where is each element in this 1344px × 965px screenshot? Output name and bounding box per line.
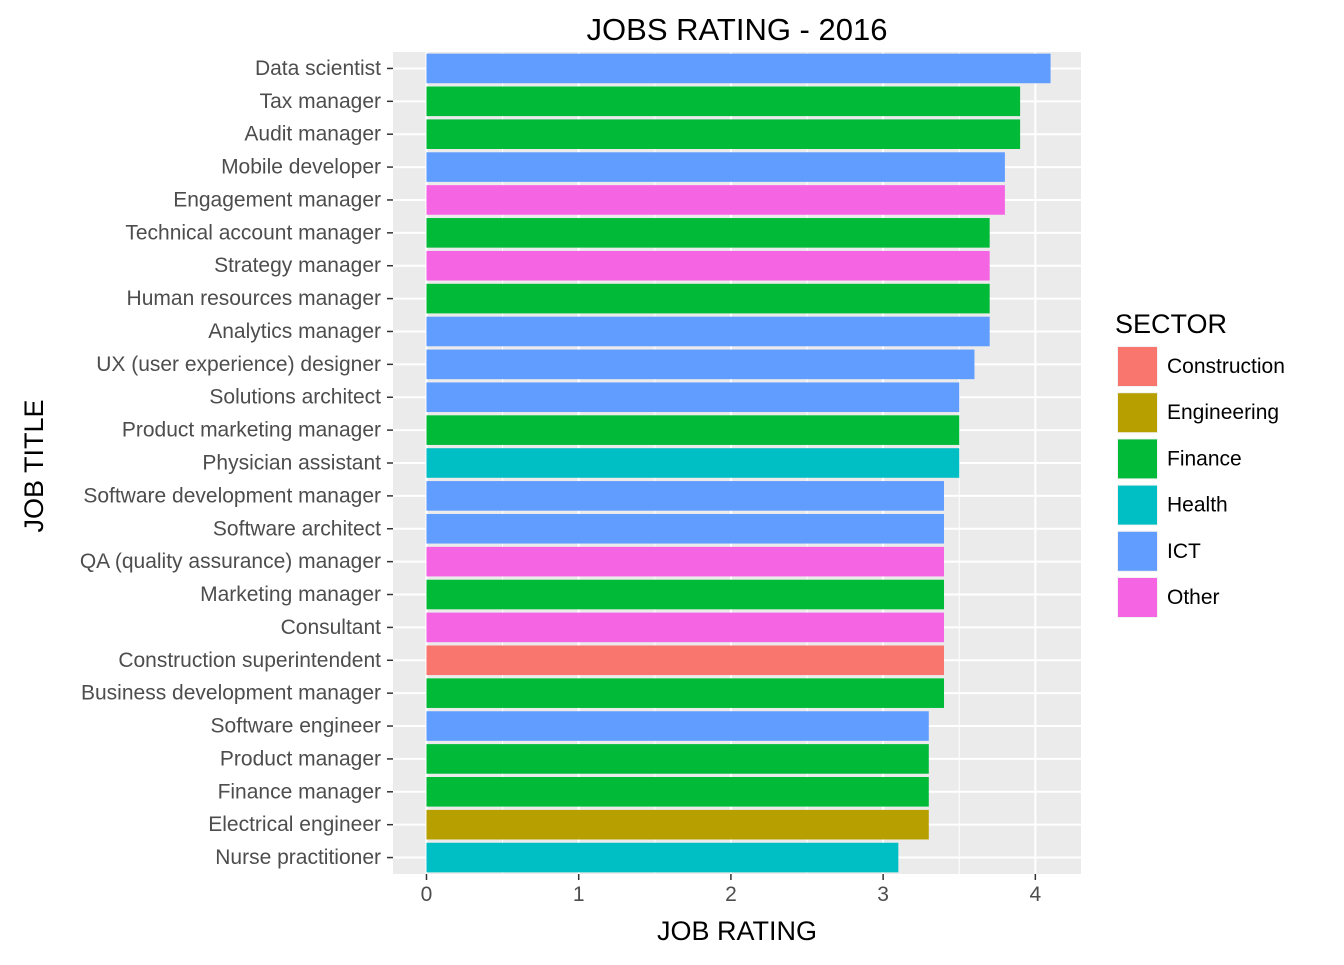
bar-business-development-manager xyxy=(426,678,945,708)
y-tick-label: Construction superintendent xyxy=(118,649,381,672)
bar-finance-manager xyxy=(426,777,929,807)
bar-construction-superintendent xyxy=(426,645,945,676)
legend-label: Health xyxy=(1167,494,1228,517)
y-axis-title: JOB TITLE xyxy=(19,399,49,532)
legend-title: SECTOR xyxy=(1115,309,1227,339)
legend-label: ICT xyxy=(1167,540,1201,563)
y-tick-label: Business development manager xyxy=(81,682,381,705)
plot-area: Data scientist Tax manager Audit manager Mo… xyxy=(80,52,1081,906)
y-tick-label: Consultant xyxy=(281,616,382,639)
y-tick-label: Electrical engineer xyxy=(208,813,381,836)
legend-label: Other xyxy=(1167,586,1220,609)
bar-mobile-developer xyxy=(426,152,1005,182)
bar-data-scientist xyxy=(426,53,1051,84)
legend-swatch-health xyxy=(1118,485,1157,525)
chart-title: JOBS RATING - 2016 xyxy=(587,12,888,47)
bar-tax-manager xyxy=(426,86,1021,117)
legend-label: Engineering xyxy=(1167,401,1279,424)
legend-label: Construction xyxy=(1167,355,1285,378)
y-tick-label: Nurse practitioner xyxy=(215,846,381,869)
bar-human-resources-manager xyxy=(426,283,990,314)
y-tick-label: Product manager xyxy=(220,747,381,770)
y-tick-label: Mobile developer xyxy=(221,156,381,179)
legend: SECTOR Construction Engineering Finance Hea… xyxy=(1115,309,1285,618)
legend-swatch-other xyxy=(1118,578,1157,617)
bar-technical-account-manager xyxy=(426,218,990,248)
bar-product-manager xyxy=(426,744,929,774)
bar-software-development-manager xyxy=(426,481,945,511)
y-tick-label: Analytics manager xyxy=(208,320,381,343)
bar-strategy-manager xyxy=(426,250,990,281)
bar-analytics-manager xyxy=(426,316,990,347)
bar-qa-quality-assurance-manager xyxy=(426,546,945,577)
x-tick-label: 2 xyxy=(725,883,737,906)
legend-swatch-engineering xyxy=(1118,393,1157,433)
legend-label: Finance xyxy=(1167,447,1242,470)
y-tick-label: Product marketing manager xyxy=(122,419,381,442)
y-tick-label: Data scientist xyxy=(255,57,381,80)
y-tick-label: Engagement manager xyxy=(173,188,381,211)
x-axis-title: JOB RATING xyxy=(657,916,817,946)
y-tick-label: Technical account manager xyxy=(125,221,381,244)
bar-software-engineer xyxy=(426,711,929,741)
y-tick-label: Physician assistant xyxy=(202,452,381,475)
x-tick-label: 4 xyxy=(1029,883,1041,906)
bar-solutions-architect xyxy=(426,382,960,413)
x-tick-label: 1 xyxy=(573,883,585,906)
y-tick-label: Audit manager xyxy=(244,123,381,146)
y-tick-label: Strategy manager xyxy=(214,254,381,277)
bar-software-architect xyxy=(426,513,945,544)
y-tick-label: Marketing manager xyxy=(200,583,381,606)
legend-swatch-finance xyxy=(1118,439,1157,479)
x-tick-label: 3 xyxy=(877,883,889,906)
y-tick-label: Solutions architect xyxy=(209,386,381,409)
bar-audit-manager xyxy=(426,119,1021,149)
bar-marketing-manager xyxy=(426,579,945,610)
x-tick-label: 0 xyxy=(421,883,433,906)
y-tick-label: Software architect xyxy=(213,517,381,540)
legend-swatch-construction xyxy=(1118,347,1157,386)
legend-swatch-ict xyxy=(1118,531,1157,571)
y-tick-label: QA (quality assurance) manager xyxy=(80,550,381,573)
y-tick-label: Tax manager xyxy=(260,90,381,113)
bar-physician-assistant xyxy=(426,448,960,478)
bar-nurse-practitioner xyxy=(426,842,899,873)
bar-ux-user-experience-designer xyxy=(426,349,975,380)
y-tick-label: Human resources manager xyxy=(127,287,381,310)
bar-electrical-engineer xyxy=(426,809,929,840)
bar-consultant xyxy=(426,612,945,643)
bar-engagement-manager xyxy=(426,185,1005,215)
y-tick-label: Finance manager xyxy=(218,780,381,803)
bar-product-marketing-manager xyxy=(426,415,960,445)
y-tick-label: Software engineer xyxy=(211,715,381,738)
y-tick-label: Software development manager xyxy=(83,484,381,507)
y-tick-label: UX (user experience) designer xyxy=(96,353,381,376)
